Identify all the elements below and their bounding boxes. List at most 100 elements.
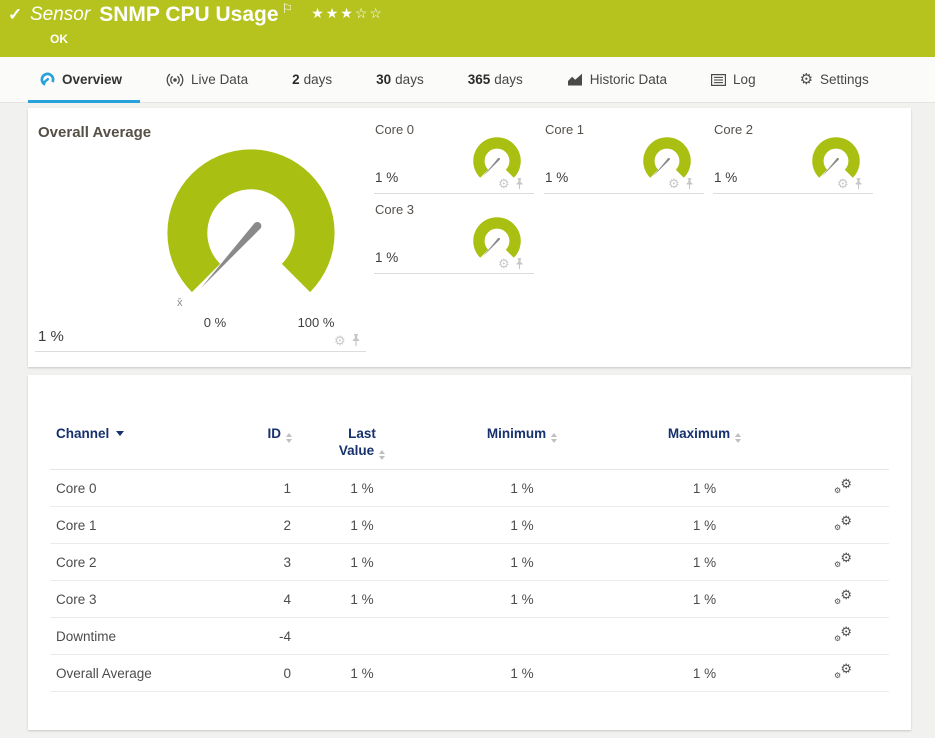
channels-panel: Channel ID Last Value Minimum Maximum <box>28 375 911 730</box>
channel-minimum: 1 % <box>432 654 612 692</box>
channel-last-value: 1 % <box>292 469 432 507</box>
channel-last-value: 1 % <box>292 580 432 618</box>
tab-overview[interactable]: Overview <box>27 57 141 103</box>
status-badge: OK <box>50 32 68 46</box>
table-row: Core 2 3 1 % 1 % 1 % ⚙ ⚙ <box>50 543 889 581</box>
chart-icon <box>567 73 583 86</box>
channel-id: 1 <box>242 469 292 507</box>
core-title: Core 3 <box>375 202 415 217</box>
pin-icon[interactable] <box>351 334 361 347</box>
channel-minimum <box>432 617 612 655</box>
sort-icon <box>286 433 292 443</box>
channel-maximum: 1 % <box>612 469 797 507</box>
gauge-icon <box>40 72 55 87</box>
sensor-kind-label: Sensor <box>30 4 91 25</box>
channel-settings-gears-icon[interactable]: ⚙ ⚙ <box>834 550 852 569</box>
channel-maximum: 1 % <box>612 580 797 618</box>
overall-average-value: 1 % <box>38 328 64 345</box>
priority-stars[interactable]: ★★★☆☆ <box>311 5 384 21</box>
flag-icon: ⚐ <box>281 1 294 16</box>
column-header-channel[interactable]: Channel <box>50 409 242 470</box>
tab-log[interactable]: Log <box>709 57 758 103</box>
table-row: Downtime -4 ⚙ ⚙ <box>50 617 889 655</box>
channel-settings-gears-icon[interactable]: ⚙ ⚙ <box>834 587 852 606</box>
core-gauge <box>812 137 860 178</box>
channel-settings-gears-icon[interactable]: ⚙ ⚙ <box>834 661 852 680</box>
mean-marker: x̄ <box>177 297 183 309</box>
core-gauge-cell: Core 2 1 % ⚙ <box>713 120 873 196</box>
tab-2-days[interactable]: 2 days <box>292 72 333 87</box>
channel-id: 0 <box>242 654 292 692</box>
broadcast-icon <box>166 73 184 87</box>
gauge-actions: ⚙ <box>334 334 361 347</box>
core-title: Core 0 <box>375 122 415 137</box>
gear-icon[interactable]: ⚙ <box>837 176 849 191</box>
gear-icon[interactable]: ⚙ <box>668 176 680 191</box>
pin-icon[interactable] <box>515 177 524 190</box>
column-header-actions <box>797 409 889 470</box>
gauges-panel: Overall Average x̄ 0 % 100 % 1 % ⚙ Core … <box>28 108 911 367</box>
channel-name: Core 3 <box>50 580 242 618</box>
channel-maximum: 1 % <box>612 654 797 692</box>
column-header-id[interactable]: ID <box>242 409 292 470</box>
overall-average-gauge <box>167 149 335 293</box>
ok-check-icon: ✓ <box>8 5 23 24</box>
channel-name: Core 2 <box>50 543 242 581</box>
channel-settings-gears-icon[interactable]: ⚙ ⚙ <box>834 513 852 532</box>
channel-minimum: 1 % <box>432 580 612 618</box>
tab-settings[interactable]: ⚙ Settings <box>799 71 869 88</box>
gauge-max-label: 100 % <box>297 315 335 330</box>
table-row: Core 0 1 1 % 1 % 1 % ⚙ ⚙ <box>50 469 889 507</box>
gear-icon: ⚙ <box>799 71 814 88</box>
channel-name: Downtime <box>50 617 242 655</box>
channel-settings-gears-icon[interactable]: ⚙ ⚙ <box>834 624 852 643</box>
gear-icon[interactable]: ⚙ <box>498 176 510 191</box>
pin-icon[interactable] <box>854 177 863 190</box>
table-row: Core 3 4 1 % 1 % 1 % ⚙ ⚙ <box>50 580 889 618</box>
column-header-maximum[interactable]: Maximum <box>612 409 797 470</box>
cell-divider <box>374 273 534 274</box>
gauge-actions: ⚙ <box>668 177 694 190</box>
channel-maximum: 1 % <box>612 506 797 544</box>
channel-id: -4 <box>242 617 292 655</box>
channel-last-value: 1 % <box>292 506 432 544</box>
gauge-actions: ⚙ <box>498 177 524 190</box>
core-gauge-cell: Core 1 1 % ⚙ <box>544 120 704 196</box>
sensor-title-row: Sensor SNMP CPU Usage ⚐ ★★★☆☆ <box>30 1 384 29</box>
core-title: Core 2 <box>714 122 754 137</box>
gear-icon[interactable]: ⚙ <box>498 256 510 271</box>
table-row: Overall Average 0 1 % 1 % 1 % ⚙ ⚙ <box>50 654 889 692</box>
channel-name: Core 1 <box>50 506 242 544</box>
cell-divider <box>374 193 534 194</box>
channel-last-value <box>292 617 432 655</box>
page-title: SNMP CPU Usage <box>99 3 279 26</box>
sort-desc-icon <box>116 431 125 436</box>
gear-icon[interactable]: ⚙ <box>334 333 346 348</box>
sort-icon <box>735 433 742 443</box>
channel-last-value: 1 % <box>292 543 432 581</box>
core-title: Core 1 <box>545 122 585 137</box>
channel-id: 2 <box>242 506 292 544</box>
tab-historic-data[interactable]: Historic Data <box>565 57 669 103</box>
column-header-last-value[interactable]: Last Value <box>292 409 432 470</box>
column-header-minimum[interactable]: Minimum <box>432 409 612 470</box>
pin-icon[interactable] <box>685 177 694 190</box>
core-value: 1 % <box>375 250 399 265</box>
tab-bar: Overview Live Data 2 days 30 days 365 da… <box>0 57 935 103</box>
gauge-actions: ⚙ <box>837 177 863 190</box>
core-value: 1 % <box>375 170 399 185</box>
tab-365-days[interactable]: 365 days <box>467 72 523 87</box>
cell-divider <box>713 193 873 194</box>
sensor-header: ✓ Sensor SNMP CPU Usage ⚐ ★★★☆☆ OK <box>0 0 935 57</box>
tab-30-days[interactable]: 30 days <box>376 72 424 87</box>
channel-maximum <box>612 617 797 655</box>
channel-name: Core 0 <box>50 469 242 507</box>
channel-minimum: 1 % <box>432 506 612 544</box>
overall-average-title: Overall Average <box>38 124 152 141</box>
core-gauge <box>473 217 521 258</box>
cell-divider <box>35 351 366 352</box>
tab-live-data[interactable]: Live Data <box>164 57 250 103</box>
channel-minimum: 1 % <box>432 469 612 507</box>
channel-settings-gears-icon[interactable]: ⚙ ⚙ <box>834 476 852 495</box>
pin-icon[interactable] <box>515 257 524 270</box>
